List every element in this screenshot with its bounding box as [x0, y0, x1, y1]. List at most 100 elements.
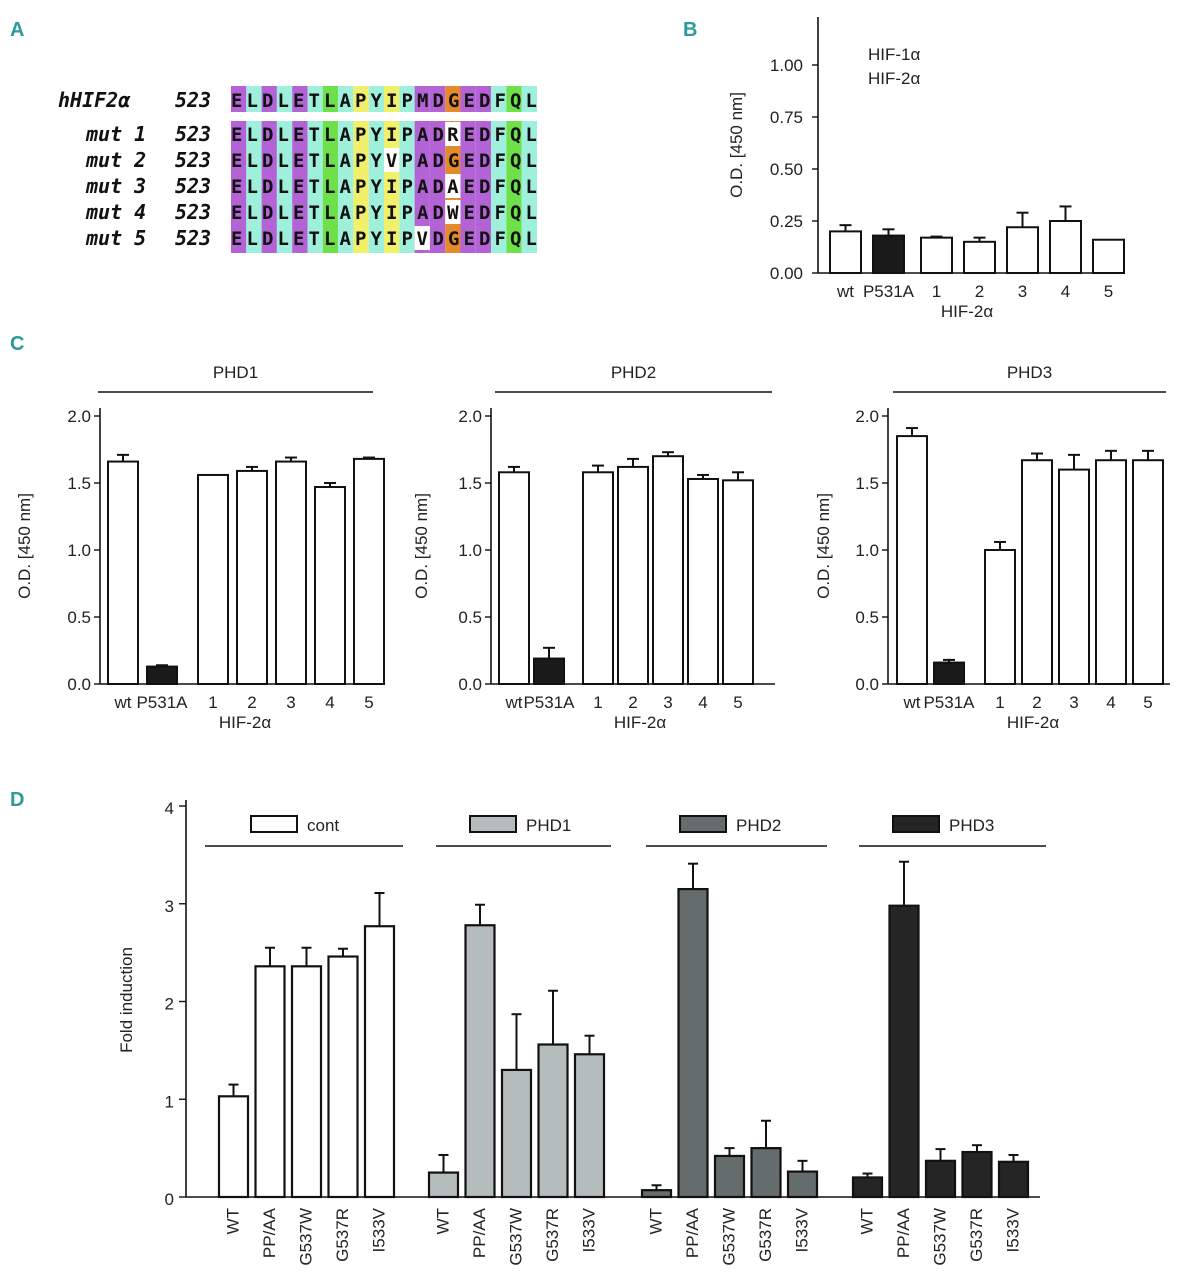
alignment-column-bg	[491, 121, 507, 253]
y-tick-label: 0.75	[770, 108, 803, 127]
y-tick-label: 2.0	[67, 407, 91, 426]
alignment-column-bg	[491, 86, 507, 112]
x-tick-label: WT	[858, 1208, 877, 1234]
bar	[924, 1159, 957, 1199]
bar	[713, 1154, 746, 1199]
legend-label: PHD3	[949, 816, 994, 835]
alignment-column-bg	[429, 121, 446, 253]
bar	[1092, 238, 1125, 274]
x-tick-label: G537R	[967, 1208, 986, 1262]
x-tick-label: 5	[364, 693, 373, 712]
x-tick-label: P531A	[863, 282, 915, 301]
alignment-column-bg	[292, 86, 308, 112]
x-tick-label: G537R	[543, 1208, 562, 1262]
bar	[146, 665, 178, 686]
bar	[290, 965, 323, 1199]
panel-label-a: A	[10, 19, 24, 41]
alignment-row-start: 523	[175, 226, 211, 250]
y-axis-label: O.D. [450 nm]	[814, 493, 833, 599]
alignment-column-bg	[261, 86, 277, 112]
bar	[920, 236, 953, 274]
x-tick-label: wt	[836, 282, 854, 301]
bar	[573, 1053, 606, 1199]
alignment-row-start: 523	[175, 200, 211, 224]
y-tick-label: 0.5	[67, 608, 91, 627]
y-tick-label: 0.0	[67, 675, 91, 694]
alignment-column-bg	[246, 86, 262, 112]
chart-panel-c-phd3: 0.0 0.5 1.0 1.5 2.0 O.D. [450 nm] wt P531A 1 2 3 4 5…	[814, 363, 1170, 732]
x-tick-label: I533V	[1004, 1207, 1023, 1252]
x-tick-label: P531A	[523, 693, 575, 712]
bar	[677, 887, 709, 1199]
bar	[984, 549, 1016, 685]
alignment-column-bg	[322, 86, 339, 112]
legend-swatch	[892, 815, 940, 833]
y-tick-label: 2.0	[855, 407, 879, 426]
x-tick-label: G537W	[931, 1208, 950, 1266]
y-axis-label: O.D. [450 nm]	[15, 493, 34, 599]
alignment-column-bg	[445, 86, 461, 112]
bar	[236, 469, 268, 685]
chart-panel-c-phd2: 0.0 0.5 1.0 1.5 2.0 O.D. [450 nm] wt P531A 1 2 3 4 5…	[412, 363, 775, 732]
x-tick-label: 1	[593, 693, 602, 712]
alignment-column-bg	[322, 121, 339, 253]
chart-panel-d: 0 1 2 3 4 Fold induction cont WT PP/AA G537W G537R…	[117, 799, 1046, 1266]
x-tick-label: G537R	[756, 1208, 775, 1262]
alignment-column-bg	[231, 86, 247, 112]
x-tick-label: G537R	[333, 1208, 352, 1262]
bar	[1058, 468, 1090, 685]
y-tick-label: 1	[165, 1092, 174, 1111]
mutation-residue: V	[417, 228, 428, 250]
x-tick-label: G537W	[720, 1208, 739, 1266]
panel-label-b: B	[683, 19, 697, 41]
bar	[722, 479, 754, 685]
alignment-column-bg	[475, 121, 492, 253]
chart-title: PHD3	[1007, 363, 1052, 382]
x-tick-label: 4	[1061, 282, 1070, 301]
x-tick-label: 4	[325, 693, 334, 712]
y-tick-label: 0.0	[458, 675, 482, 694]
x-tick-label: 5	[1104, 282, 1113, 301]
y-tick-label: 0	[165, 1190, 174, 1209]
x-tick-label: 2	[247, 693, 256, 712]
x-axis-label: HIF-2α	[219, 713, 272, 732]
legend-label: PHD2	[736, 816, 781, 835]
alignment-column-bg	[246, 121, 262, 253]
mutation-residue: R	[447, 124, 459, 146]
legend-entry: HIF-2α	[868, 69, 921, 88]
alignment-row-label: mut 5	[85, 226, 146, 250]
alignment-column-bg	[353, 86, 369, 112]
panel-label-c: C	[10, 333, 24, 355]
alignment-row-label: mut 4	[85, 200, 146, 224]
bar	[314, 486, 346, 685]
y-tick-label: 3	[165, 897, 174, 916]
alignment-column-bg	[475, 86, 492, 112]
mutation-residue: W	[447, 202, 459, 224]
alignment-column-bg	[521, 121, 537, 253]
x-axis-label: HIF-2α	[614, 713, 667, 732]
legend-swatch	[469, 815, 517, 833]
x-tick-label: I533V	[580, 1207, 599, 1252]
legend-swatch	[679, 815, 727, 833]
legend-label: cont	[307, 816, 339, 835]
alignment-row-label: mut 3	[85, 174, 146, 198]
y-tick-label: 0.00	[770, 264, 803, 283]
y-tick-label: 0.50	[770, 160, 803, 179]
y-tick-label: 1.5	[67, 474, 91, 493]
bar	[217, 1095, 250, 1199]
chart-title: PHD1	[213, 363, 258, 382]
y-tick-label: 2.0	[458, 407, 482, 426]
bar	[197, 473, 229, 685]
x-tick-label: PP/AA	[470, 1207, 489, 1258]
x-tick-label: WT	[224, 1208, 243, 1234]
alignment-column-bg	[292, 121, 308, 253]
alignment-column-bg	[384, 86, 400, 112]
mutation-residue: V	[386, 150, 397, 172]
y-tick-label: 0.5	[855, 608, 879, 627]
bar	[888, 904, 920, 1199]
panel-label-d: D	[10, 789, 24, 811]
x-tick-label: 2	[975, 282, 984, 301]
x-axis-label: HIF-2α	[1007, 713, 1060, 732]
chart-panel-c-phd1: 0.0 0.5 1.0 1.5 2.0 O.D. [450 nm] wt P531A 1 2 3 4 5…	[15, 363, 385, 732]
bar	[275, 460, 307, 685]
